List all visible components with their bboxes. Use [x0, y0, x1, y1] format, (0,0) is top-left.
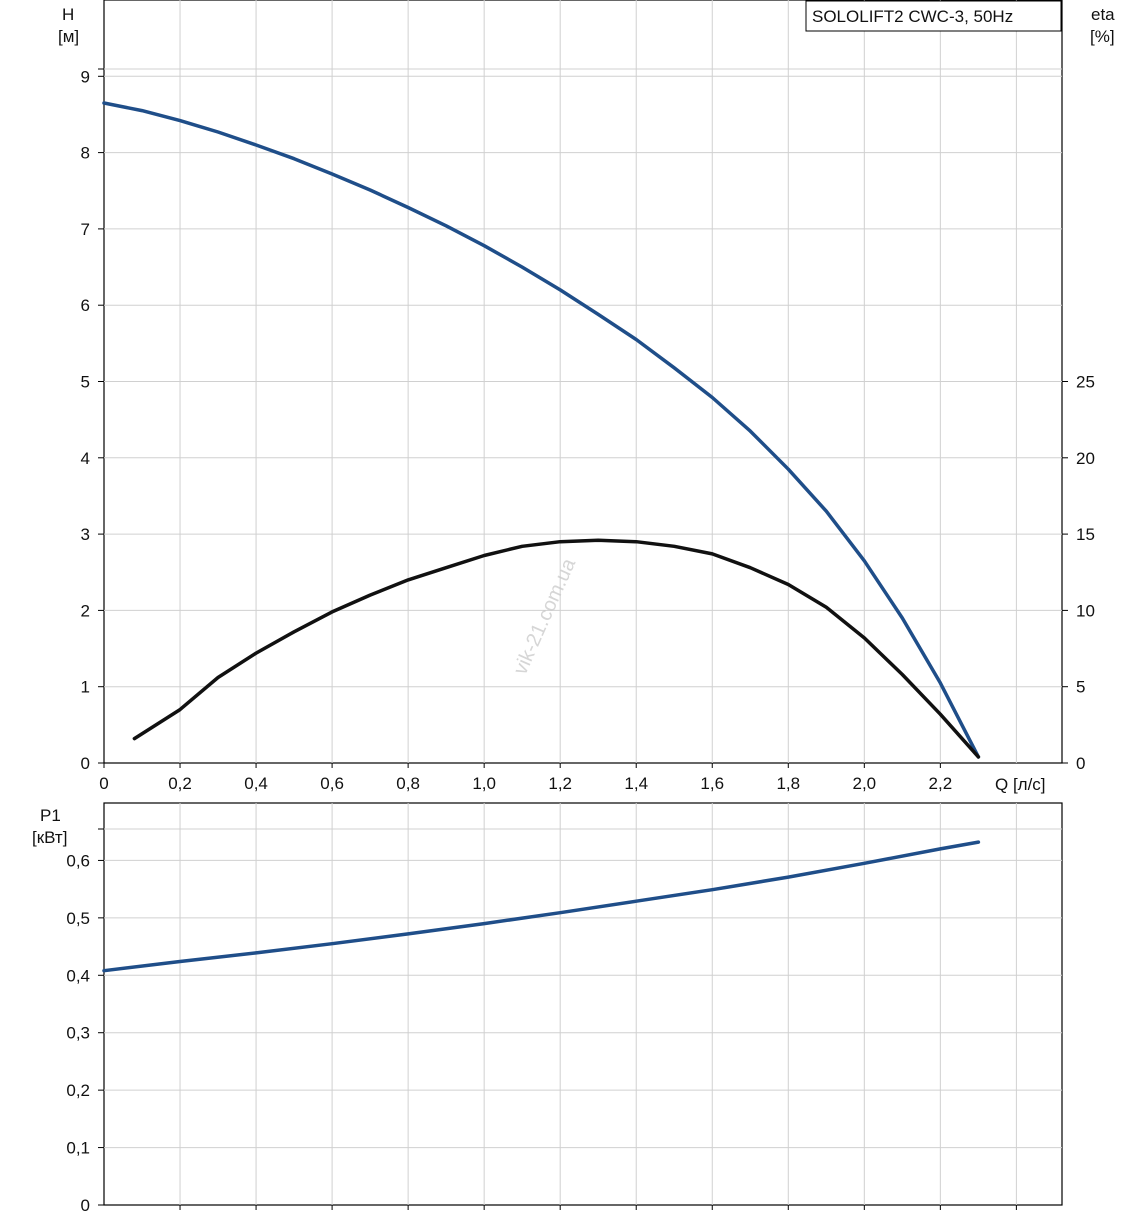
- head-efficiency-chart: 0 0,2 0,4 0,6 0,8 1,0 1,2 1,4 1,6 1,8 2,0 2,2 0 1 2 3 4…: [58, 0, 1115, 794]
- efficiency-curve: [132, 538, 981, 759]
- top-y-tick-label: 8: [81, 144, 90, 163]
- bottom-plot-frame: [103, 802, 1063, 1206]
- y-axis-title-name: H: [62, 5, 74, 24]
- bottom-y-tick-label: 0,3: [66, 1024, 90, 1043]
- top-curves: [102, 101, 981, 759]
- y2-axis-title-unit: [%]: [1090, 27, 1115, 46]
- top-y2-tick-label: 0: [1076, 754, 1085, 773]
- top-x-tick-label: 0,6: [320, 774, 344, 793]
- legend-box: SOLOLIFT2 CWC-3, 50Hz: [805, 0, 1062, 32]
- top-y2-tick-label: 5: [1076, 678, 1085, 697]
- top-y-tick-label: 5: [81, 373, 90, 392]
- top-x-tick-label: 2,0: [852, 774, 876, 793]
- x-axis-title: Q [л/с]: [995, 775, 1046, 794]
- bottom-y-tick-label: 0,4: [66, 966, 90, 985]
- top-x-tick-label: 0: [99, 774, 108, 793]
- top-y-tick-label: 9: [81, 67, 90, 86]
- top-y2-tick-label: 15: [1076, 525, 1095, 544]
- top-x-tick-label: 1,8: [776, 774, 800, 793]
- top-y-tick-label: 6: [81, 296, 90, 315]
- top-x-ticks: 0 0,2 0,4 0,6 0,8 1,0 1,2 1,4 1,6 1,8 2,0 2,2: [99, 763, 952, 793]
- bottom-curves: [102, 840, 981, 973]
- bottom-grid: [104, 803, 1062, 1210]
- bottom-y-tick-label: 0,6: [66, 851, 90, 870]
- top-x-tick-label: 1,4: [624, 774, 648, 793]
- top-x-tick-label: 1,6: [700, 774, 724, 793]
- top-x-tick-label: 2,2: [929, 774, 953, 793]
- top-y-tick-label: 4: [81, 449, 90, 468]
- p1-axis-title-unit: [кВт]: [32, 828, 67, 847]
- watermark-text: vik-21.com.ua: [509, 555, 580, 678]
- top-y2-tick-label: 25: [1076, 373, 1095, 392]
- top-y-tick-label: 7: [81, 220, 90, 239]
- top-x-tick-label: 1,0: [472, 774, 496, 793]
- top-x-tick-label: 0,2: [168, 774, 192, 793]
- power-chart: 0 0,1 0,2 0,3 0,4 0,5 0,6 P1 [кВт]: [32, 802, 1063, 1215]
- top-x-tick-label: 0,4: [244, 774, 268, 793]
- bottom-y-tick-label: 0: [81, 1196, 90, 1215]
- bottom-y-tick-label: 0,2: [66, 1081, 90, 1100]
- top-y-ticks: 0 1 2 3 4 5 6 7 8 9: [81, 67, 104, 773]
- top-y-tick-label: 3: [81, 525, 90, 544]
- y-axis-title-unit: [м]: [58, 27, 79, 46]
- top-y-tick-label: 0: [81, 754, 90, 773]
- legend-frame: [805, 0, 1062, 32]
- y2-axis-title-name: eta: [1091, 5, 1115, 24]
- bottom-y-ticks: 0 0,1 0,2 0,3 0,4 0,5 0,6: [66, 828, 104, 1215]
- top-y-tick-label: 2: [81, 601, 90, 620]
- top-y-tick-label: 1: [81, 678, 90, 697]
- bottom-y-tick-label: 0,5: [66, 909, 90, 928]
- p1-axis-title-name: P1: [40, 806, 61, 825]
- legend-title: SOLOLIFT2 CWC-3, 50Hz: [812, 7, 1013, 26]
- top-y2-tick-label: 20: [1076, 449, 1095, 468]
- top-y2-tick-label: 10: [1076, 601, 1095, 620]
- power-curve: [102, 840, 981, 973]
- top-x-tick-label: 0,8: [396, 774, 420, 793]
- top-y2-ticks: 0 5 10 15 20 25: [1062, 373, 1095, 773]
- top-x-tick-label: 1,2: [548, 774, 572, 793]
- head-curve: [102, 101, 981, 759]
- bottom-y-tick-label: 0,1: [66, 1139, 90, 1158]
- top-grid: [104, 0, 1062, 763]
